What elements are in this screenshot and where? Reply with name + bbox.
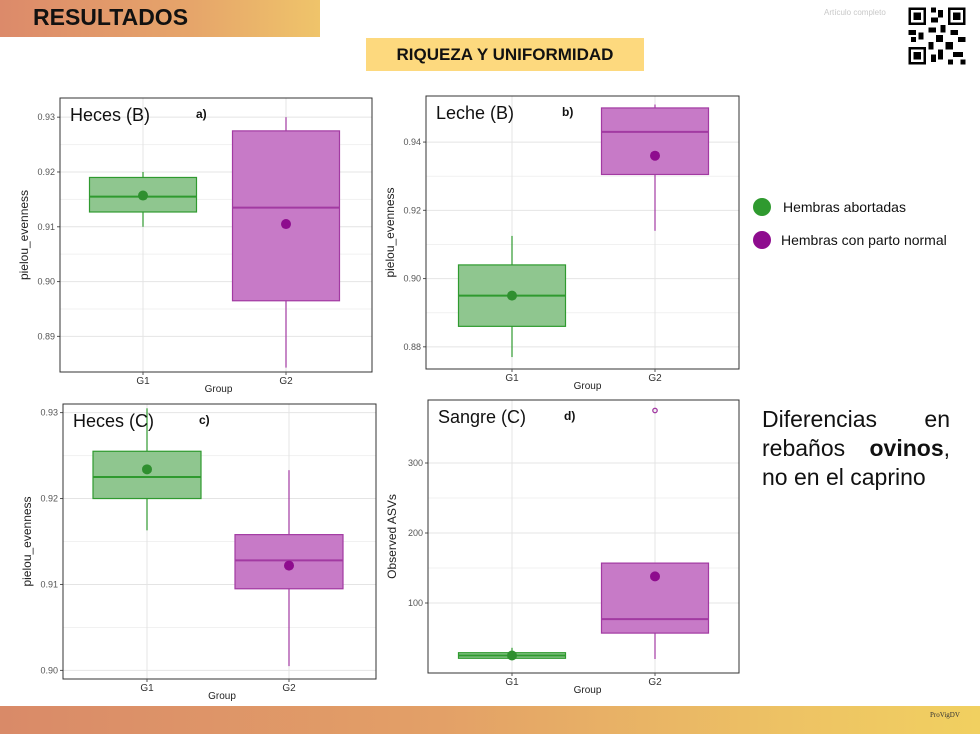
panel-3-y-axis-label: pielou_evenness (20, 496, 34, 586)
panel-4-panel-title: Sangre (C) (438, 407, 526, 427)
panel-4-outlier-point (652, 407, 658, 414)
panel-1-g2-box (231, 130, 341, 302)
panel-3-g1-box (92, 450, 202, 500)
panel-3-g2-mean-point (284, 560, 294, 571)
panel-3-y-tick-label: 0.92 (40, 494, 58, 504)
title-band (0, 0, 320, 37)
panel-2-frame (425, 95, 740, 370)
panel-3-panel-title: Heces (C) (73, 411, 154, 431)
panel-1-x-tick-label: G1 (136, 376, 150, 387)
panel-1-y-tick-label: 0.93 (37, 112, 55, 122)
panel-4-g2-mean-point (650, 571, 660, 582)
conclusion-text: Diferencias en rebaños ovinos, no en el … (762, 405, 950, 492)
panel-2-x-axis-label: Group (574, 381, 602, 392)
panel-3-x-tick-label: G2 (282, 683, 296, 694)
panel-4-y-axis-label: Observed ASVs (385, 494, 399, 579)
panel-4-x-tick-label: G1 (505, 677, 519, 688)
panel-3-y-tick-label: 0.91 (40, 579, 58, 589)
conclusion-bold: ovinos (869, 435, 944, 461)
panel-1-y-tick-label: 0.89 (37, 331, 55, 341)
panel-1-y-tick-label: 0.92 (37, 167, 55, 177)
panel-1-g2-mean-point (281, 219, 291, 230)
panel-3-panel-letter: c) (199, 413, 210, 427)
panel-1-x-tick-label: G2 (279, 376, 293, 387)
panel-1-g1-mean-point (138, 190, 148, 201)
panel-2-y-tick-label: 0.92 (403, 205, 421, 215)
legend-dot-aborted (753, 198, 771, 216)
panel-1-y-tick-label: 0.91 (37, 222, 55, 232)
panel-4-x-axis-label: Group (574, 685, 602, 696)
article-link[interactable]: Artículo completo (824, 8, 886, 17)
panel-4-y-tick-label: 100 (408, 598, 423, 608)
panel-2-panel-letter: b) (562, 105, 573, 119)
panel-2-g2-box (600, 107, 710, 176)
conclusion-part1: Diferencias en rebaños (762, 406, 950, 461)
legend-item-normal: Hembras con parto normal (753, 231, 947, 249)
slide-title: RESULTADOS (33, 4, 189, 30)
legend-label-aborted: Hembras abortadas (783, 199, 906, 215)
legend-label-normal: Hembras con parto normal (781, 232, 947, 248)
panel-2-x-tick-label: G2 (648, 373, 662, 384)
conclusion-part2: , no en el caprino (762, 435, 950, 490)
panel-4-g1-mean-point (507, 650, 517, 661)
panel-2-g1-mean-point (507, 290, 517, 301)
panel-1-panel-title: Heces (B) (70, 105, 150, 125)
panel-3-y-tick-label: 0.90 (40, 665, 58, 675)
panel-1-x-axis-label: Group (205, 384, 233, 395)
panel-4-panel-letter: d) (564, 409, 575, 423)
legend-item-aborted: Hembras abortadas (753, 198, 906, 216)
panel-2-panel-title: Leche (B) (436, 103, 514, 123)
panel-3-x-tick-label: G1 (140, 683, 154, 694)
legend-dot-normal (753, 231, 771, 249)
footer-logo: ProVigDV (930, 711, 960, 719)
slide-subtitle: RIQUEZA Y UNIFORMIDAD (366, 38, 644, 71)
panel-1-y-tick-label: 0.90 (37, 277, 55, 287)
panel-4-x-tick-label: G2 (648, 677, 662, 688)
panel-4-frame (427, 399, 740, 674)
panel-2-y-tick-label: 0.88 (403, 342, 421, 352)
panel-2-g2-mean-point (650, 150, 660, 161)
panel-3-x-axis-label: Group (208, 691, 236, 702)
footer-band (0, 706, 980, 734)
panel-2-y-tick-label: 0.90 (403, 274, 421, 284)
qr-code-icon[interactable] (906, 5, 968, 67)
panel-1-frame (59, 97, 373, 373)
panel-4-y-tick-label: 200 (408, 528, 423, 538)
panel-1-y-axis-label: pielou_evenness (17, 190, 31, 280)
panel-2-y-axis-label: pielou_evenness (383, 187, 397, 277)
panel-3-g1-mean-point (142, 464, 152, 475)
panel-4-y-tick-label: 300 (408, 458, 423, 468)
panel-3-frame (62, 403, 377, 680)
panel-3-y-tick-label: 0.93 (40, 408, 58, 418)
panel-2-x-tick-label: G1 (505, 373, 519, 384)
panel-1-panel-letter: a) (196, 107, 207, 121)
panel-2-y-tick-label: 0.94 (403, 137, 421, 147)
